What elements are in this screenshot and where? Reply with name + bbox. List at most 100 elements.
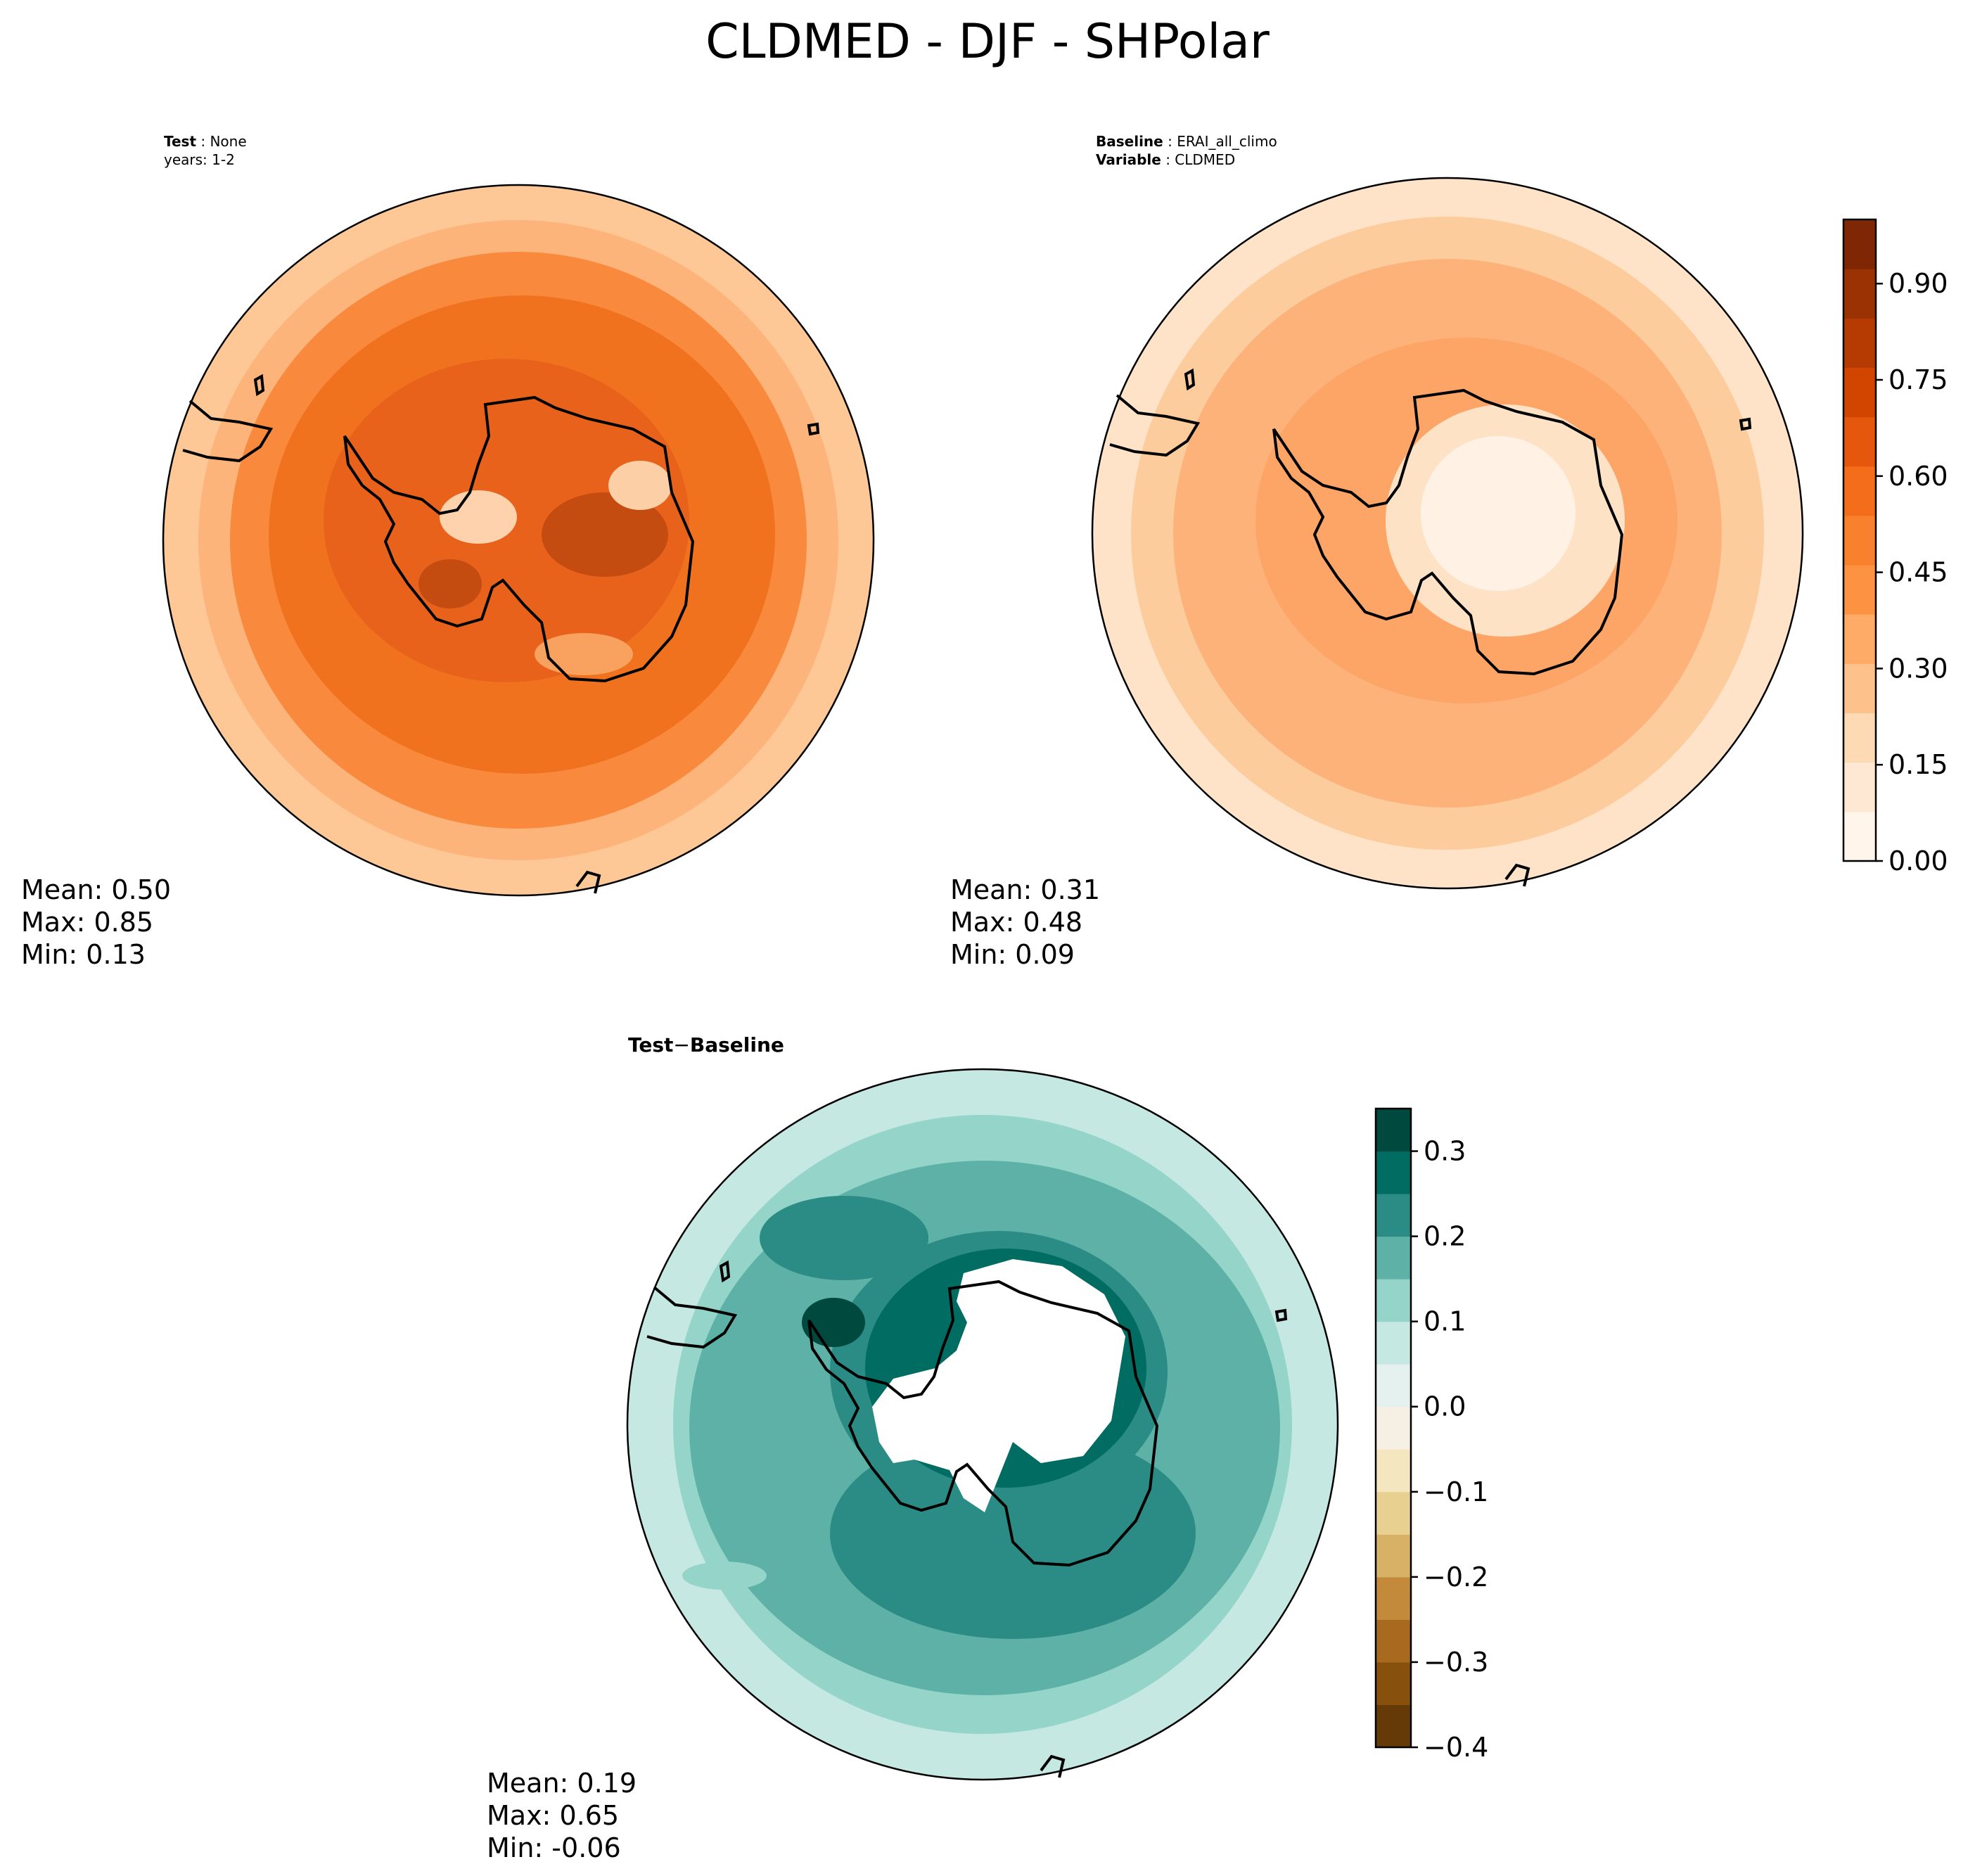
colorbar-2-tick-label: 0.1 bbox=[1424, 1306, 1466, 1337]
test-coastlines bbox=[182, 374, 820, 894]
diff-band-north bbox=[760, 1196, 928, 1280]
diff-masked-plateau bbox=[872, 1259, 1125, 1512]
baseline-map bbox=[1092, 178, 1803, 888]
figure-title: CLDMED - DJF - SHPolar bbox=[705, 14, 1270, 70]
colorbar-1-band bbox=[1843, 367, 1876, 418]
test-mean: Mean: 0.50 bbox=[21, 874, 171, 905]
colorbar-1-band bbox=[1843, 318, 1876, 368]
variable-value: CLDMED bbox=[1175, 151, 1235, 168]
diff-island-2 bbox=[1274, 1308, 1288, 1322]
colorbar-2-tick-label: 0.3 bbox=[1424, 1136, 1466, 1167]
diff-label-test: Test bbox=[628, 1033, 673, 1057]
colorbar-2-band bbox=[1376, 1449, 1411, 1493]
test-patch-light-2 bbox=[440, 490, 517, 544]
panel-baseline: Baseline : ERAI_all_climo Variable : CLD… bbox=[950, 133, 1948, 970]
colorbar-1-tick-label: 0.15 bbox=[1888, 749, 1948, 780]
baseline-nz-coast bbox=[1504, 863, 1530, 887]
colorbar-2-band bbox=[1376, 1194, 1411, 1237]
test-patch-dark bbox=[542, 492, 668, 577]
colorbar-2-tick-label: −0.4 bbox=[1424, 1732, 1488, 1763]
colorbar-2-band bbox=[1376, 1491, 1411, 1535]
test-island-1 bbox=[253, 374, 265, 397]
test-sep: : bbox=[196, 133, 210, 150]
colorbar-2-band bbox=[1376, 1236, 1411, 1280]
baseline-min: Min: 0.09 bbox=[950, 939, 1075, 970]
colorbar-2-band bbox=[1376, 1406, 1411, 1450]
colorbar-1-band bbox=[1843, 466, 1876, 516]
baseline-mean: Mean: 0.31 bbox=[950, 874, 1100, 905]
test-nz-coast bbox=[575, 870, 601, 894]
svg-text:Variable : CLDMED: Variable : CLDMED bbox=[1096, 151, 1235, 168]
colorbar-1-tick-label: 0.75 bbox=[1888, 364, 1948, 395]
diff-south-america-coast bbox=[646, 1286, 738, 1349]
colorbar-2-band bbox=[1376, 1364, 1411, 1408]
baseline-colorbar: 0.00 0.15 0.30 0.45 0.60 0.75 0.90 bbox=[1842, 218, 1948, 876]
baseline-max: Max: 0.48 bbox=[950, 907, 1082, 938]
svg-text:Baseline : ERAI_all_climo: Baseline : ERAI_all_climo bbox=[1096, 133, 1277, 150]
colorbar-1-band bbox=[1843, 269, 1876, 319]
diff-max: Max: 0.65 bbox=[487, 1800, 619, 1831]
test-years: years: 1-2 bbox=[164, 151, 235, 168]
diff-patch-mid bbox=[682, 1562, 767, 1590]
test-max: Max: 0.85 bbox=[21, 907, 153, 938]
colorbar-1-tick-label: 0.90 bbox=[1888, 268, 1948, 299]
colorbar-2-band bbox=[1376, 1619, 1411, 1663]
colorbar-2-band bbox=[1376, 1321, 1411, 1365]
panel-test: Test : None years: 1-2 Mean: 0.50 Max: 0… bbox=[21, 133, 875, 970]
variable-sep: : bbox=[1161, 151, 1175, 168]
colorbar-1-tick-label: 0.60 bbox=[1888, 461, 1948, 492]
colorbar-1-tick-label: 0.45 bbox=[1888, 557, 1948, 588]
colorbar-2-band bbox=[1376, 1704, 1411, 1748]
colorbar-1-band bbox=[1843, 614, 1876, 664]
diff-nz-coast bbox=[1040, 1754, 1066, 1778]
colorbar-2-tick-label: 0.0 bbox=[1424, 1391, 1466, 1422]
colorbar-2-tick-label: −0.2 bbox=[1424, 1562, 1488, 1593]
baseline-island-1 bbox=[1184, 368, 1196, 391]
colorbar-2-tick-label: −0.3 bbox=[1424, 1647, 1488, 1678]
colorbar-1-tick-label: 0.00 bbox=[1888, 846, 1948, 876]
diff-coastlines bbox=[646, 1260, 1288, 1778]
baseline-south-america-coast bbox=[1109, 394, 1201, 457]
colorbar-1-band bbox=[1843, 713, 1876, 763]
baseline-sep: : bbox=[1163, 133, 1177, 150]
diff-map bbox=[627, 1069, 1338, 1780]
test-map bbox=[163, 185, 874, 895]
colorbar-1-band bbox=[1843, 565, 1876, 615]
colorbar-1-band bbox=[1843, 663, 1876, 714]
svg-text:Test : None: Test : None bbox=[164, 133, 247, 150]
colorbar-2-band bbox=[1376, 1534, 1411, 1578]
test-boundary bbox=[162, 184, 875, 897]
colorbar-2-band bbox=[1376, 1109, 1411, 1152]
diff-min: Min: -0.06 bbox=[487, 1832, 621, 1863]
colorbar-2-band bbox=[1376, 1151, 1411, 1194]
panel-diff: Test−Baseline Mean: 0.19 Max: 0.65 Min: … bbox=[487, 1033, 1488, 1863]
svg-text:Test−Baseline: Test−Baseline bbox=[628, 1033, 784, 1057]
test-south-america-coast bbox=[182, 400, 274, 463]
test-island-2 bbox=[807, 422, 820, 436]
test-patch-light bbox=[608, 461, 672, 510]
colorbar-2-band bbox=[1376, 1279, 1411, 1322]
test-patch-dark-2 bbox=[418, 559, 482, 608]
baseline-boundary bbox=[1091, 177, 1804, 890]
colorbar-1-tick-label: 0.30 bbox=[1888, 653, 1948, 684]
diff-island-1 bbox=[719, 1260, 731, 1283]
variable-label: Variable bbox=[1096, 151, 1161, 168]
colorbar-1-band bbox=[1843, 811, 1876, 862]
colorbar-2-frame bbox=[1374, 1107, 1412, 1749]
diff-boundary bbox=[626, 1068, 1339, 1781]
diff-label-minus: − bbox=[673, 1033, 689, 1057]
test-min: Min: 0.13 bbox=[21, 939, 146, 970]
baseline-antarctica-coast bbox=[1272, 388, 1624, 676]
colorbar-2-tick-label: −0.1 bbox=[1424, 1476, 1488, 1507]
colorbar-2-tick-label: 0.2 bbox=[1424, 1221, 1466, 1252]
diff-mean: Mean: 0.19 bbox=[487, 1768, 637, 1799]
diff-antarctica-coast bbox=[807, 1280, 1159, 1567]
colorbar-1-band bbox=[1843, 219, 1876, 269]
baseline-label: Baseline bbox=[1096, 133, 1163, 150]
baseline-value: ERAI_all_climo bbox=[1177, 133, 1277, 150]
colorbar-1-band bbox=[1843, 762, 1876, 812]
colorbar-1-frame bbox=[1842, 218, 1877, 862]
diff-label-baseline: Baseline bbox=[690, 1033, 784, 1057]
baseline-island-2 bbox=[1739, 417, 1752, 431]
test-antarctica-coast bbox=[343, 395, 695, 683]
